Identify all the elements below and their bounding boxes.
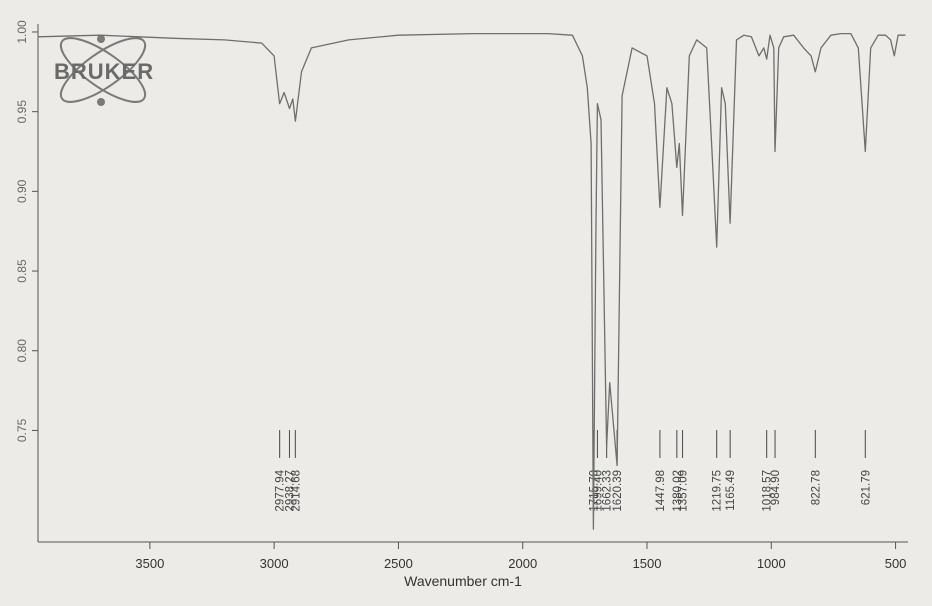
y-tick-label: 0.95: [15, 100, 29, 124]
x-tick-label: 3000: [260, 556, 289, 571]
spectrum-line: [37, 32, 906, 530]
bruker-logo: BRUKER: [54, 35, 154, 106]
logo-dot-top: [97, 35, 105, 43]
x-tick-label: 3500: [135, 556, 164, 571]
peak-label: 1165.49: [725, 470, 737, 511]
x-tick-label: 500: [885, 556, 907, 571]
peak-label: 2938.27: [284, 470, 296, 512]
logo-dot-bottom: [97, 98, 105, 106]
axes: 3500 3000 2500 2000 1500 1000 500 Wavenumber cm…: [15, 20, 908, 589]
peak-label: 1620.39: [612, 470, 624, 512]
x-axis-title: Wavenumber cm-1: [404, 573, 522, 589]
peak-label: 2977.94: [275, 469, 287, 511]
peak-label: 1357.09: [678, 470, 690, 512]
y-tick-label: 0.75: [15, 418, 29, 442]
peak-label: 1380.02: [672, 470, 684, 512]
x-tick-label: 1500: [633, 556, 662, 571]
peak-label: 1715.70: [588, 470, 600, 512]
logo-orbit-2: [59, 37, 147, 103]
x-tick-label: 2000: [508, 556, 537, 571]
y-tick-label: 1.00: [15, 20, 29, 44]
peak-label: 621.79: [860, 470, 872, 505]
peak-label: 1018.57: [762, 470, 774, 512]
peak-label: 1662.33: [602, 470, 614, 512]
y-tick-label: 0.90: [15, 179, 29, 203]
y-tick-label: 0.80: [15, 339, 29, 363]
peak-label: 1699.40: [592, 470, 604, 512]
peak-label: 984.90: [770, 470, 782, 505]
y-tick-label: 0.85: [15, 259, 29, 283]
x-tick-label: 2500: [384, 556, 413, 571]
peak-label: 1447.98: [655, 470, 667, 512]
logo-orbit-1: [59, 37, 147, 103]
peak-label: 822.78: [810, 470, 822, 505]
x-tick-label: 1000: [757, 556, 786, 571]
peak-label: 2914.68: [290, 470, 302, 512]
logo-text: BRUKER: [54, 59, 154, 84]
peak-label: 1219.75: [712, 470, 724, 512]
